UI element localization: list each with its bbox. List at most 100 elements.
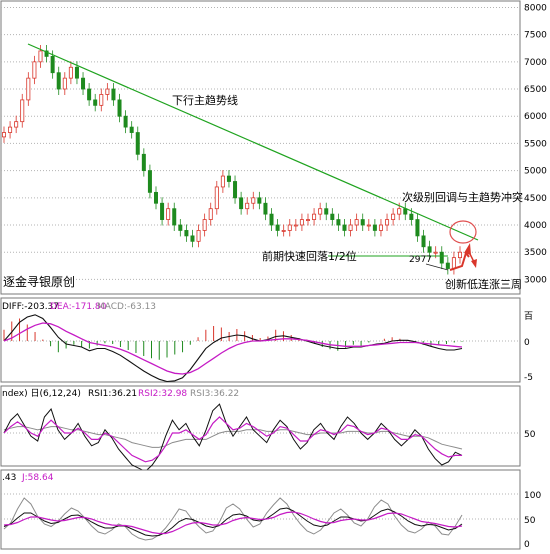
price-tick-7000: 7000	[524, 58, 547, 68]
candle-body	[105, 88, 110, 95]
candle-body	[220, 175, 225, 188]
candle-body	[245, 202, 250, 210]
watermark-text: 逐金寻银原创	[3, 274, 75, 289]
candle-body	[299, 219, 304, 226]
macd-axis-unit: 百	[524, 311, 533, 322]
macd-diff-line	[3, 314, 463, 383]
price-tick-4500: 4500	[524, 194, 547, 204]
candles-layer	[2, 44, 462, 275]
candle-body	[275, 224, 280, 231]
rsi1-line	[3, 403, 463, 472]
price-tick-6000: 6000	[524, 112, 547, 122]
candle-body	[445, 262, 450, 269]
candle-body	[360, 219, 365, 226]
candle-body	[99, 94, 104, 106]
candle-body	[354, 219, 359, 226]
candle-body	[263, 202, 268, 215]
candle-body	[451, 257, 456, 269]
rsi1-value: RSI1:36.21	[88, 389, 137, 399]
candle-body	[68, 66, 73, 79]
candle-body	[56, 72, 61, 90]
candle-body	[257, 197, 262, 204]
candle-body	[135, 132, 140, 155]
candle-body	[342, 224, 347, 231]
candle-body	[409, 213, 414, 220]
kdj-header-a: .43	[2, 473, 16, 483]
down-arrow-line	[467, 249, 475, 263]
candle-body	[415, 219, 420, 237]
candle-body	[196, 230, 201, 242]
rsi-layer	[3, 403, 463, 472]
candle-body	[20, 99, 25, 123]
candle-body	[8, 126, 13, 133]
rsi3-value: RSI3:36.22	[190, 389, 239, 399]
rsi-panel	[0, 385, 521, 467]
candle-body	[2, 132, 7, 138]
kdj-layer	[3, 497, 463, 541]
candle-body	[269, 213, 274, 226]
conflict-circle	[449, 220, 477, 244]
kdj-axis-0: 0	[524, 540, 530, 550]
rsi-header-name: ndex) 日(6,12,24)	[2, 388, 81, 399]
downtrend-label: 下行主趋势线	[172, 93, 238, 107]
candle-body	[348, 224, 353, 231]
rsi2-line	[3, 416, 462, 463]
price-panel	[0, 0, 521, 295]
conflict-label: 次级别回调与主趋势冲突	[402, 190, 523, 204]
candle-body	[178, 224, 183, 231]
macd-dea-value: DEA:-171.80	[50, 302, 107, 312]
candle-body	[62, 77, 67, 90]
macd-dea-line	[3, 322, 463, 375]
candle-body	[172, 208, 177, 226]
candle-body	[226, 175, 231, 182]
candle-body	[117, 99, 122, 117]
macd-diff-value: DIFF:-203.37	[2, 302, 59, 312]
candle-body	[38, 50, 43, 63]
candle-body	[233, 181, 238, 199]
candle-body	[87, 88, 92, 101]
kdj-panel	[0, 469, 521, 550]
rebound-arrow-line	[449, 250, 470, 271]
kdj-j-value: J:58.64	[21, 473, 54, 483]
candle-body	[166, 208, 171, 220]
candle-body	[366, 224, 371, 227]
candle-body	[385, 219, 390, 226]
kdj-axis-100: 100	[524, 491, 541, 501]
kdj-axis-50: 50	[524, 516, 536, 526]
candle-body	[14, 121, 19, 128]
candle-body	[403, 208, 408, 215]
candle-body	[81, 77, 86, 90]
candle-body	[129, 126, 134, 133]
candle-body	[433, 251, 438, 254]
retrace-label: 前期快速回落1/2位	[262, 249, 357, 263]
candle-body	[427, 246, 432, 253]
price-tick-3000: 3000	[524, 275, 547, 285]
candle-body	[202, 219, 207, 231]
candle-body	[93, 99, 98, 106]
rsi-axis-50: 50	[524, 430, 536, 440]
macd-hist-value: MACD:-63.13	[97, 302, 156, 312]
candle-body	[397, 208, 402, 215]
candle-body	[372, 224, 377, 231]
candle-body	[312, 213, 317, 220]
candle-body	[330, 213, 335, 220]
candle-body	[305, 219, 310, 221]
candle-body	[251, 197, 256, 204]
price-tick-5500: 5500	[524, 139, 547, 149]
candle-body	[184, 230, 189, 237]
candle-body	[190, 235, 195, 242]
candle-body	[141, 153, 146, 172]
candle-body	[32, 61, 37, 79]
rsi2-value: RSI2:32.98	[138, 389, 187, 399]
kdj-d-line	[3, 511, 463, 535]
down-arrow-head	[471, 259, 477, 268]
price-tick-5000: 5000	[524, 167, 547, 177]
price-tick-3500: 3500	[524, 248, 547, 258]
low-value-label: 2977	[409, 255, 432, 265]
price-tick-4000: 4000	[524, 221, 547, 231]
candle-body	[50, 55, 55, 74]
price-tick-8000: 8000	[524, 3, 547, 13]
candle-body	[147, 170, 152, 193]
